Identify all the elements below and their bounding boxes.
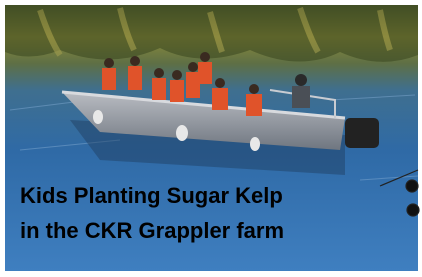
photo-frame: Kids Planting Sugar Kelp in the CKR Grap… bbox=[0, 0, 422, 277]
caption-line: in the CKR Grappler farm bbox=[20, 218, 284, 243]
caption-line: Kids Planting Sugar Kelp bbox=[20, 183, 283, 208]
page: {"caption": {"lines": ["Kids Planting Su… bbox=[0, 0, 422, 277]
